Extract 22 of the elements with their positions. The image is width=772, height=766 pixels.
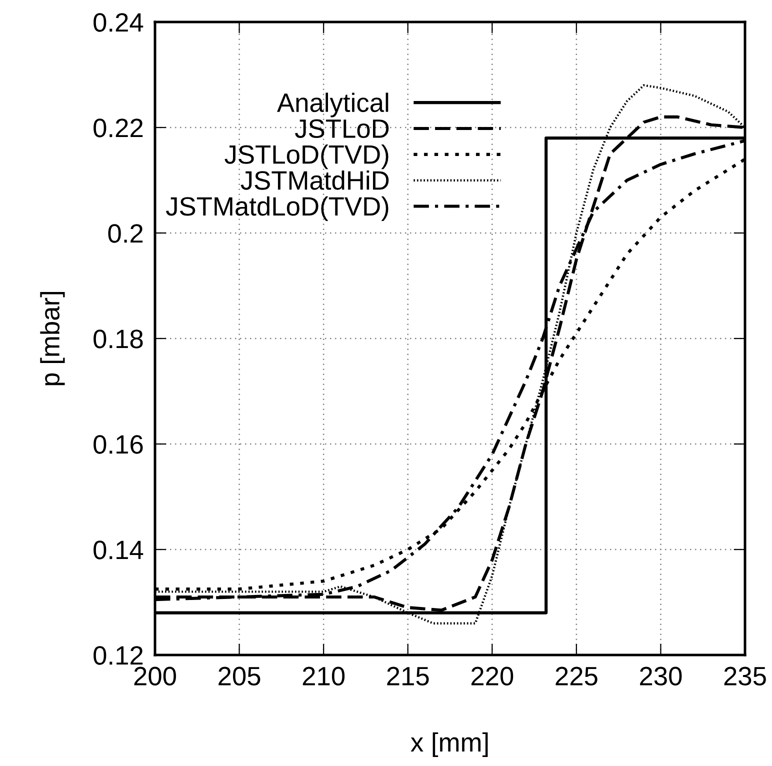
y-tick-label: 0.2 (108, 224, 143, 243)
x-tick-label: 205 (218, 666, 260, 686)
x-tick-label: 215 (387, 666, 429, 686)
y-tick-label: 0.18 (94, 330, 143, 348)
y-tick-label: 0.22 (94, 118, 143, 138)
x-tick-label: 220 (471, 666, 514, 686)
legend-label: JSTLoD(TVD) (224, 144, 388, 170)
legend-label: Analytical (277, 92, 388, 118)
legend-label: JSTMatdHiD (240, 170, 389, 190)
legend-label: JSTMatdLoD(TVD) (166, 196, 388, 221)
x-tick-label: 225 (556, 666, 598, 686)
legend-label: JSTLoD (294, 119, 389, 138)
x-tick-label: 230 (640, 666, 682, 686)
y-tick-label: 0.24 (94, 13, 144, 32)
x-tick-label: 210 (302, 666, 345, 686)
x-axis-title: x [mm] (410, 732, 488, 757)
x-tick-label: 200 (134, 666, 176, 686)
x-tick-label: 235 (724, 666, 766, 686)
y-tick-label: 0.14 (94, 540, 144, 560)
y-tick-label: 0.16 (94, 435, 143, 454)
y-axis-title: p [mbar] (40, 292, 65, 386)
y-tick-label: 0.12 (94, 646, 143, 665)
